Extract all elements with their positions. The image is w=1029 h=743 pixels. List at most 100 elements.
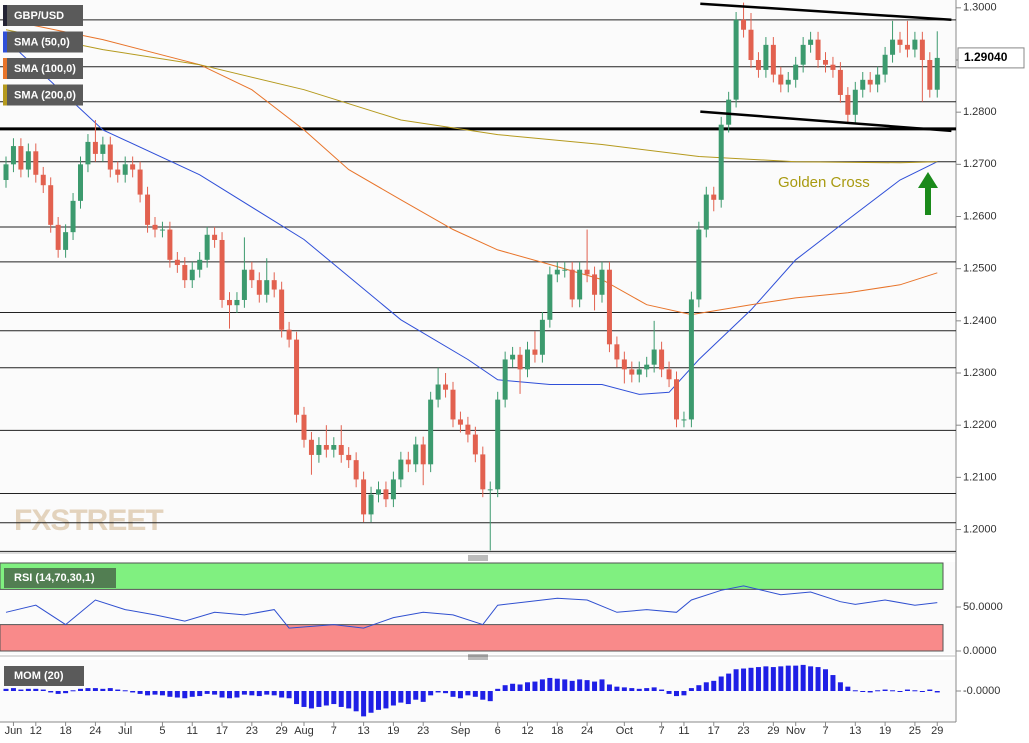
mom-bar xyxy=(525,682,530,691)
mom-bar xyxy=(383,691,389,709)
mom-bar xyxy=(316,691,322,707)
candle-body xyxy=(912,39,918,50)
mom-bar xyxy=(606,684,612,691)
mom-bar xyxy=(450,691,456,697)
legend-box xyxy=(3,5,83,26)
x-tick-label: 23 xyxy=(246,725,258,737)
x-tick-label: 23 xyxy=(417,725,429,737)
x-tick-label: Aug xyxy=(294,725,314,737)
mom-bar xyxy=(115,689,121,691)
legend-label: SMA (200,0) xyxy=(14,89,76,101)
candle-body xyxy=(376,489,381,495)
mom-bar xyxy=(85,688,91,691)
mom-bar xyxy=(651,687,657,691)
mom-bar xyxy=(301,691,307,707)
candle-body xyxy=(159,229,165,231)
x-tick-label: 12 xyxy=(30,725,42,737)
candle-body xyxy=(40,174,46,186)
candle-body xyxy=(10,146,16,165)
mom-bar xyxy=(733,669,739,691)
mom-bar xyxy=(107,688,113,691)
x-tick-label: 29 xyxy=(767,725,779,737)
candle-body xyxy=(539,319,545,355)
rsi-line xyxy=(5,585,938,629)
candle-body xyxy=(100,144,106,154)
candle-body xyxy=(733,19,739,100)
candle-body xyxy=(428,399,434,465)
watermark: FXSTREET xyxy=(14,504,163,537)
candle-body xyxy=(726,99,732,125)
x-tick-label: 23 xyxy=(737,725,749,737)
oversold-band xyxy=(0,624,944,652)
y-tick-label: 1.2500 xyxy=(963,263,997,275)
candle-body xyxy=(472,434,478,455)
mom-bar xyxy=(845,686,851,691)
x-tick-label: 29 xyxy=(276,725,288,737)
candle-body xyxy=(316,445,322,455)
candle-body xyxy=(338,445,344,455)
candle-body xyxy=(904,44,910,50)
candle-body xyxy=(353,460,359,480)
candle-body xyxy=(778,74,784,85)
candle-body xyxy=(368,494,374,515)
trend-line xyxy=(700,110,952,133)
candle-body xyxy=(92,141,98,154)
candle-body xyxy=(480,454,486,490)
mom-bar xyxy=(860,691,866,692)
x-tick-label: 17 xyxy=(216,725,228,737)
candle-body xyxy=(525,349,530,370)
candle-body xyxy=(227,299,232,306)
candle-body xyxy=(897,39,903,45)
candle-body xyxy=(286,329,292,340)
mom-bar xyxy=(443,691,449,694)
mom-bar xyxy=(569,680,575,691)
candle-body xyxy=(137,169,143,195)
x-tick-label: Oct xyxy=(616,725,633,737)
mom-bar xyxy=(346,691,352,709)
x-tick-label: 7 xyxy=(659,725,665,737)
x-tick-label: Sep xyxy=(451,725,471,737)
mom-bar xyxy=(510,683,516,691)
mom-bar xyxy=(338,691,344,707)
mom-bar xyxy=(420,691,426,702)
legend-box xyxy=(3,31,83,53)
mom-bar xyxy=(264,691,270,695)
mom-bar xyxy=(428,691,434,696)
mom-bar xyxy=(197,691,203,697)
indicator-label-box xyxy=(4,568,116,588)
mom-bar xyxy=(539,679,545,691)
candle-body xyxy=(755,59,761,70)
candle-body xyxy=(457,419,463,425)
mom-bar xyxy=(934,691,940,693)
candle-body xyxy=(815,39,821,60)
resize-grip[interactable] xyxy=(468,555,488,561)
x-tick-label: 18 xyxy=(551,725,563,737)
candle-body xyxy=(331,445,337,450)
candle-body xyxy=(122,164,128,175)
legend-box xyxy=(3,84,83,106)
candle-body xyxy=(748,29,754,60)
mom-bar xyxy=(472,691,478,697)
legend-swatch xyxy=(3,84,7,106)
mom-bar xyxy=(800,664,806,691)
mom-bar xyxy=(353,691,359,712)
mom-bar xyxy=(495,688,501,691)
candle-body xyxy=(547,274,553,320)
resize-grip[interactable] xyxy=(468,654,488,660)
candle-body xyxy=(398,459,404,480)
mom-bar xyxy=(487,691,493,702)
y-tick-label: 1.2000 xyxy=(963,523,997,535)
x-tick-label: 7 xyxy=(822,725,828,737)
candle-body xyxy=(621,359,627,370)
candle-body xyxy=(346,454,352,461)
candle-body xyxy=(703,194,709,230)
mom-bar xyxy=(793,665,799,691)
candle-body xyxy=(219,239,225,300)
candle-body xyxy=(115,169,121,175)
mom-bar xyxy=(741,668,747,691)
candle-body xyxy=(301,414,307,440)
x-tick-label: 7 xyxy=(331,725,337,737)
candle-body xyxy=(763,44,769,70)
candle-body xyxy=(70,200,76,233)
mom-bar xyxy=(212,691,218,695)
